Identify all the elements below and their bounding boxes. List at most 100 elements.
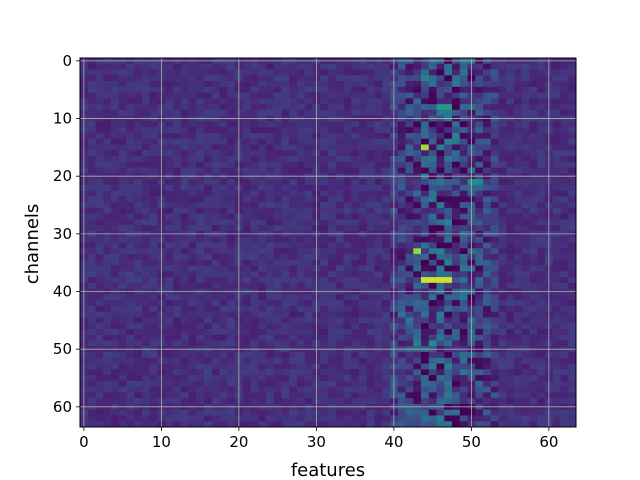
heatmap-cell — [405, 86, 414, 93]
heatmap-cell — [529, 144, 538, 151]
heatmap-cell — [165, 398, 174, 405]
heatmap-cell — [227, 363, 236, 370]
heatmap-cell — [436, 323, 445, 330]
heatmap-cell — [506, 202, 515, 209]
heatmap-cell — [281, 392, 290, 399]
heatmap-cell — [266, 305, 275, 313]
heatmap-cell — [436, 132, 445, 140]
heatmap-cell — [514, 340, 523, 347]
heatmap-cell — [351, 282, 360, 290]
heatmap-cell — [149, 179, 158, 186]
heatmap-cell — [211, 294, 220, 301]
heatmap-cell — [165, 150, 174, 157]
heatmap-cell — [483, 202, 492, 209]
heatmap-cell — [173, 92, 182, 99]
heatmap-cell — [134, 190, 143, 197]
heatmap-cell — [498, 92, 507, 99]
heatmap-cell — [211, 380, 220, 388]
heatmap-cell — [444, 138, 453, 145]
heatmap-cell — [421, 167, 430, 174]
heatmap-cell — [320, 294, 329, 301]
y-axis-label: channels — [22, 204, 43, 285]
heatmap-cell — [475, 328, 484, 336]
heatmap-cell — [475, 75, 484, 82]
heatmap-cell — [196, 144, 205, 151]
heatmap-cell — [165, 340, 174, 347]
heatmap-cell — [173, 380, 182, 388]
heatmap-cell — [320, 225, 329, 232]
heatmap-cell — [289, 69, 298, 76]
heatmap-cell — [111, 132, 120, 140]
heatmap-cell — [211, 213, 220, 220]
heatmap-cell — [444, 213, 453, 220]
heatmap-cell — [552, 242, 561, 249]
heatmap-cell — [552, 375, 561, 382]
heatmap-cell — [351, 421, 360, 428]
heatmap-cell — [273, 248, 282, 255]
heatmap-cell — [568, 127, 577, 134]
heatmap-cell — [142, 219, 151, 226]
heatmap-cell — [173, 63, 182, 70]
heatmap-cell — [366, 317, 375, 324]
heatmap-cell — [351, 81, 360, 88]
heatmap-cell — [405, 311, 414, 318]
heatmap-cell — [506, 196, 515, 203]
heatmap-cell — [204, 294, 213, 301]
heatmap-cell — [219, 69, 228, 76]
heatmap-cell — [359, 300, 368, 307]
heatmap-cell — [421, 380, 430, 388]
heatmap-cell — [521, 132, 530, 140]
heatmap-cell — [273, 92, 282, 99]
heatmap-cell — [281, 236, 290, 243]
heatmap-cell — [188, 409, 197, 416]
heatmap-cell — [483, 375, 492, 382]
heatmap-cell — [204, 144, 213, 151]
heatmap-cell — [266, 127, 275, 134]
heatmap-cell — [165, 311, 174, 318]
heatmap-cell — [475, 156, 484, 163]
heatmap-cell — [459, 207, 468, 215]
heatmap-cell — [227, 184, 236, 192]
heatmap-cell — [374, 63, 383, 70]
heatmap-cell — [343, 380, 352, 388]
heatmap-cell — [343, 340, 352, 347]
heatmap-cell — [397, 127, 406, 134]
heatmap-cell — [459, 398, 468, 405]
heatmap-cell — [134, 282, 143, 290]
heatmap-cell — [537, 265, 546, 272]
heatmap-cell — [180, 386, 189, 393]
heatmap-cell — [444, 282, 453, 290]
heatmap-cell — [351, 92, 360, 99]
heatmap-cell — [250, 138, 259, 145]
heatmap-cell — [529, 132, 538, 140]
heatmap-cell — [149, 92, 158, 99]
heatmap-cell — [514, 63, 523, 70]
heatmap-cell — [475, 225, 484, 232]
heatmap-cell — [258, 213, 267, 220]
heatmap-cell — [273, 300, 282, 307]
heatmap-cell — [498, 156, 507, 163]
heatmap-cell — [552, 138, 561, 145]
heatmap-cell — [188, 138, 197, 145]
heatmap-cell — [343, 259, 352, 266]
heatmap-cell — [506, 248, 515, 255]
heatmap-cell — [188, 323, 197, 330]
heatmap-cell — [552, 236, 561, 243]
heatmap-cell — [428, 132, 437, 140]
heatmap-cell — [281, 86, 290, 93]
heatmap-cell — [359, 375, 368, 382]
heatmap-cell — [304, 219, 313, 226]
heatmap-cell — [413, 179, 422, 186]
heatmap-cell — [95, 352, 104, 359]
heatmap-cell — [498, 334, 507, 341]
heatmap-cell — [452, 282, 461, 290]
heatmap-cell — [204, 259, 213, 266]
heatmap-cell — [95, 369, 104, 376]
heatmap-cell — [142, 380, 151, 388]
heatmap-cell — [498, 369, 507, 376]
heatmap-cell — [304, 213, 313, 220]
heatmap-cell — [149, 363, 158, 370]
heatmap-cell — [490, 81, 499, 88]
heatmap-cell — [250, 415, 259, 422]
heatmap-cell — [529, 104, 538, 111]
